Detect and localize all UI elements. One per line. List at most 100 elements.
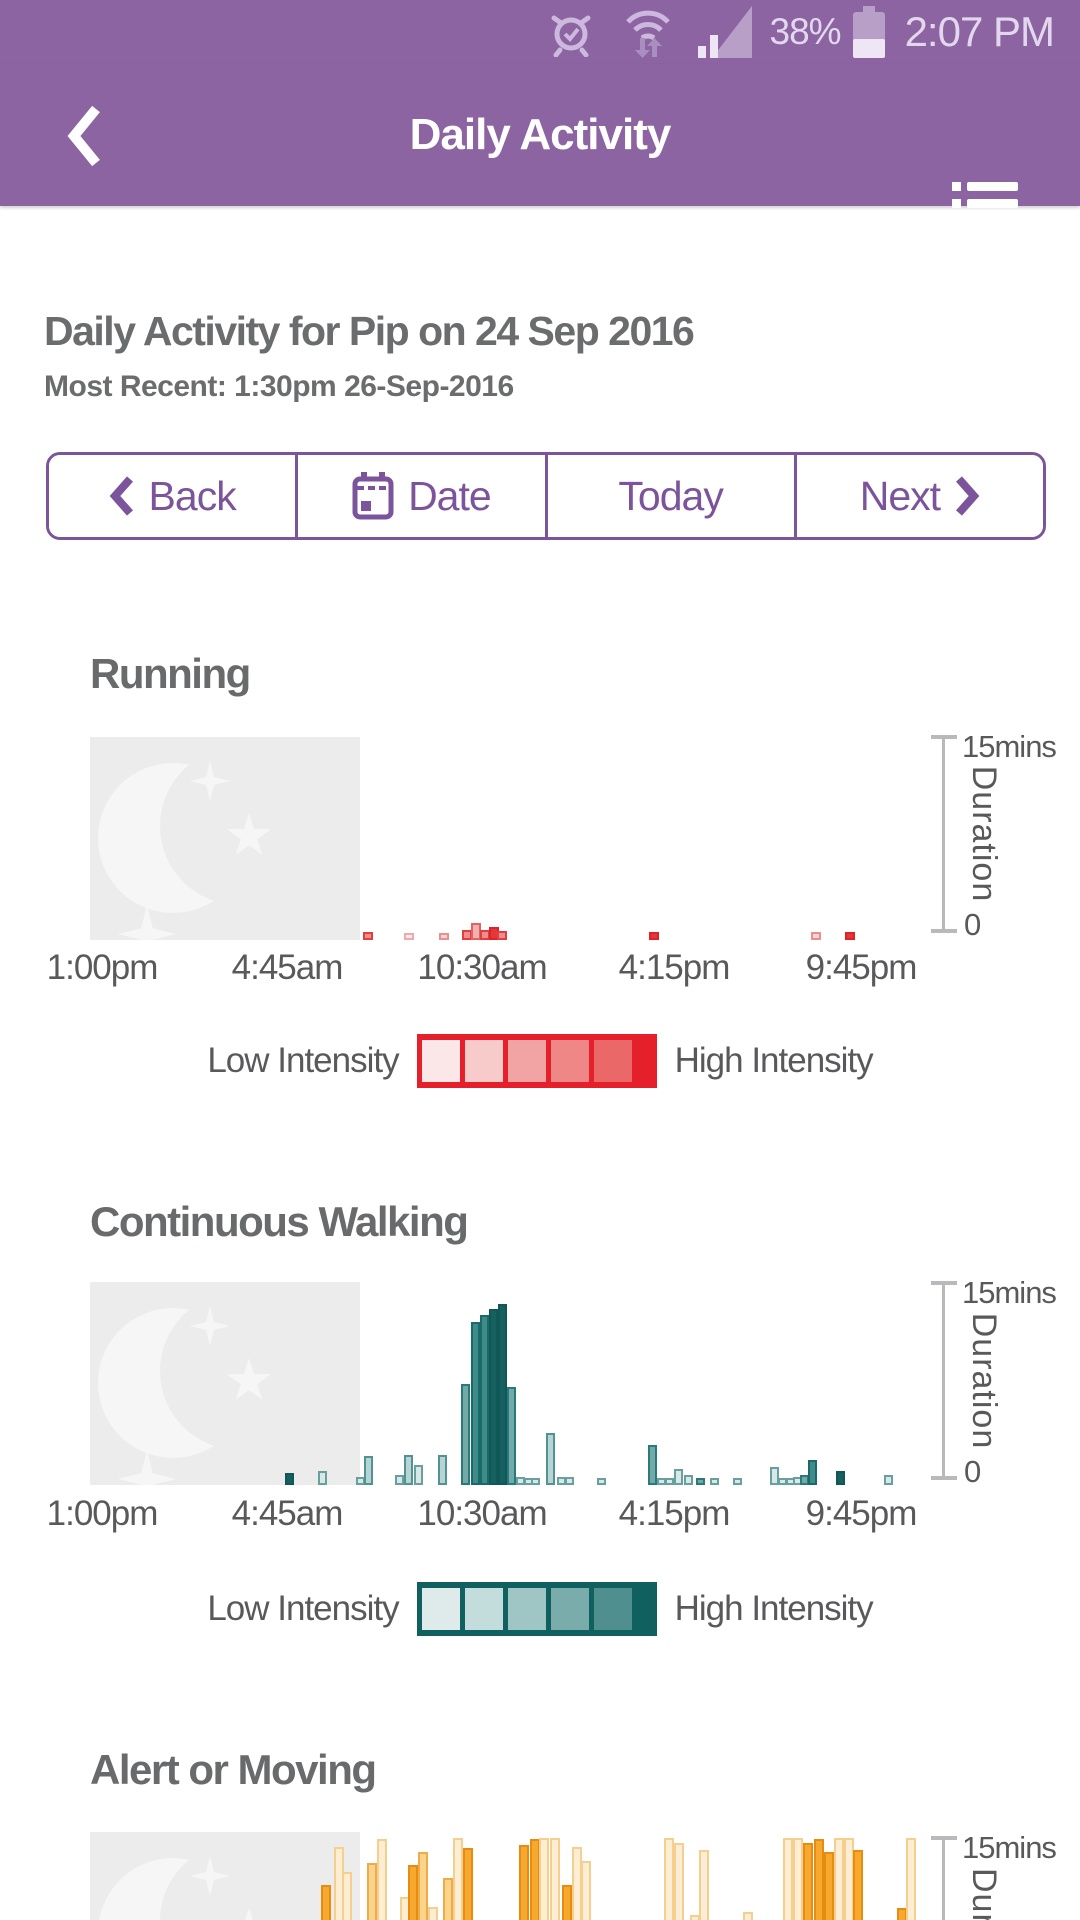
battery-icon [852, 6, 885, 58]
chevron-left-icon [109, 476, 133, 516]
bar [836, 1471, 845, 1485]
bar [471, 1322, 480, 1485]
bar [710, 1478, 719, 1485]
legend-step [550, 1588, 589, 1630]
bar [783, 1838, 793, 1920]
legend-step [507, 1040, 546, 1082]
axis-cap [931, 929, 957, 933]
walking-x-axis-labels: 1:00pm 4:45am 10:30am 4:15pm 9:45pm [20, 1494, 1060, 1538]
alert-section-title: Alert or Moving [90, 1746, 377, 1793]
bar [699, 1850, 709, 1920]
bar [648, 1445, 657, 1485]
running-y-axis: 15mins Duration 0 [930, 729, 1080, 942]
intensity-scale [416, 1582, 657, 1636]
list-menu-button[interactable] [952, 174, 1032, 234]
bar [418, 1852, 428, 1920]
y-axis-title: Duration [965, 1312, 1003, 1449]
moon-icon [98, 1292, 318, 1458]
bar [770, 1467, 779, 1485]
x-tick-label: 1:00pm [46, 1494, 159, 1533]
date-navigation-toolbar: Back Date Today Next [46, 452, 1046, 540]
bar [743, 1912, 753, 1920]
bar [665, 1478, 674, 1485]
y-min-label: 0 [964, 907, 982, 942]
bar [498, 1304, 507, 1485]
walking-section-title: Continuous Walking [90, 1198, 469, 1245]
bar [497, 931, 507, 940]
y-max-label: 15mins [962, 1830, 1057, 1865]
bar [793, 1838, 803, 1920]
axis-cap [931, 1281, 957, 1285]
bar [733, 1478, 742, 1485]
bar [453, 1838, 463, 1920]
bar [811, 932, 821, 940]
legend-step [421, 1040, 460, 1082]
walking-intensity-legend: Low Intensity High Intensity [0, 1582, 1080, 1636]
axis-cap [931, 1476, 957, 1480]
bar [439, 933, 449, 940]
axis-line [942, 738, 945, 930]
date-label: Date [408, 472, 492, 519]
axis-cap [931, 1836, 957, 1840]
legend-step [507, 1588, 546, 1630]
bar [550, 1838, 560, 1920]
bar [906, 1838, 916, 1920]
today-button[interactable]: Today [547, 455, 797, 537]
bar [367, 1863, 377, 1920]
night-overlay [90, 737, 360, 940]
x-tick-label: 4:15pm [618, 948, 731, 987]
date-picker-button[interactable]: Date [298, 455, 548, 537]
back-day-label: Back [148, 472, 237, 519]
bar [684, 1475, 693, 1485]
bar [395, 1475, 404, 1485]
y-axis-title: Duration [965, 765, 1003, 903]
x-tick-label: 9:45pm [805, 1494, 918, 1533]
calendar-icon [352, 472, 394, 520]
bar [489, 1309, 498, 1485]
alert-chart [90, 1832, 942, 1920]
walking-chart [90, 1282, 942, 1485]
legend-low-label: Low Intensity [207, 1041, 399, 1080]
legend-step [593, 1588, 632, 1630]
next-day-button[interactable]: Next [796, 455, 1043, 537]
bar [803, 1843, 813, 1920]
battery-percent: 38% [769, 11, 842, 52]
walking-y-axis: 15mins Duration 0 [930, 1275, 1080, 1489]
axis-cap [931, 735, 957, 739]
legend-step [421, 1588, 460, 1630]
bar [562, 1885, 572, 1920]
bar [438, 1455, 447, 1485]
status-bar: 38% 2:07 PM [0, 0, 1080, 64]
x-tick-label: 10:30am [417, 1494, 547, 1533]
bar [519, 1845, 529, 1920]
y-max-label: 15mins [962, 1275, 1057, 1310]
x-tick-label: 9:45pm [805, 948, 918, 987]
back-button[interactable] [62, 104, 110, 168]
bar [318, 1471, 327, 1485]
bar [480, 1315, 489, 1485]
y-max-label: 15mins [962, 729, 1057, 764]
bar [321, 1885, 331, 1920]
next-day-label: Next [859, 472, 941, 519]
bar [507, 1387, 516, 1485]
bar [845, 932, 855, 940]
app-bar: Daily Activity [0, 64, 1080, 225]
axis-line [942, 1839, 945, 1920]
legend-step [550, 1040, 589, 1082]
chevron-right-icon [956, 476, 980, 516]
bar [674, 1469, 683, 1485]
legend-step [464, 1040, 503, 1082]
bar [581, 1861, 591, 1920]
x-tick-label: 1:00pm [46, 948, 159, 987]
running-x-axis-labels: 1:00pm 4:45am 10:30am 4:15pm 9:45pm [20, 948, 1060, 992]
bar [428, 1907, 438, 1920]
back-day-button[interactable]: Back [49, 455, 299, 537]
wifi-sync-icon [625, 10, 670, 58]
bar [539, 1838, 549, 1920]
bar [853, 1850, 863, 1920]
y-axis-title: Duration [964, 1868, 1003, 1920]
back-chevron-icon [67, 105, 100, 167]
bar [674, 1843, 684, 1920]
x-tick-label: 4:15pm [618, 1494, 731, 1533]
bar [463, 1848, 473, 1920]
